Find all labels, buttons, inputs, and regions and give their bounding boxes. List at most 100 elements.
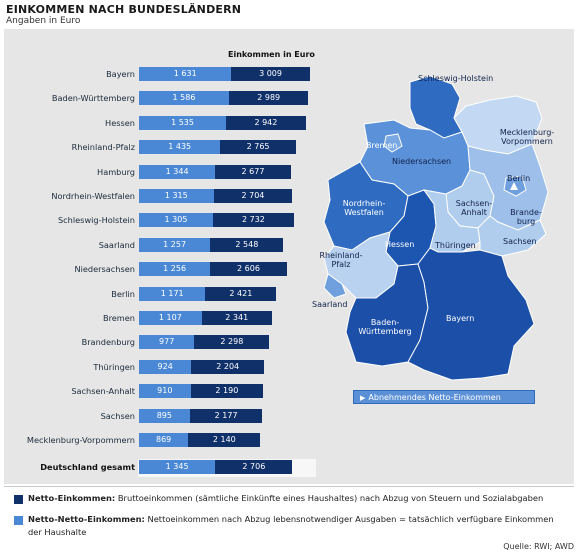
germany-map xyxy=(323,75,549,381)
bar-value-netto-netto: 1 257 xyxy=(163,239,187,249)
bar-value-netto: 2 765 xyxy=(246,142,270,152)
bar-value-netto-netto: 924 xyxy=(157,361,173,371)
bar-netto[interactable]: 2 942 xyxy=(226,115,306,130)
bar-netto[interactable]: 2 989 xyxy=(228,91,309,106)
category-label: Hamburg xyxy=(97,166,135,177)
bar-value-netto: 2 989 xyxy=(257,93,281,103)
sort-button-label: Abnehmendes Netto-Einkommen xyxy=(368,393,501,402)
bar-value-netto-netto: 910 xyxy=(157,386,173,396)
bar-netto-netto[interactable]: 869 xyxy=(139,433,189,447)
bar-value-netto-netto: 977 xyxy=(159,337,175,347)
legend-key-netto-netto: Netto-Netto-Einkommen: xyxy=(28,514,145,524)
map-label-nordrhein-westfalen: Nordrhein-Westfalen xyxy=(342,199,386,217)
map-state-thueringen[interactable] xyxy=(422,189,481,253)
map-label-baden-wuerttemberg: Baden-Württemberg xyxy=(358,318,412,336)
source-note: Quelle: RWI; AWD xyxy=(503,542,574,551)
bar-netto-netto[interactable]: 1 107 xyxy=(139,311,202,325)
bar-value-netto-netto: 1 586 xyxy=(172,93,196,103)
bar-value-netto-netto: 1 171 xyxy=(160,288,184,298)
bar-netto-netto[interactable]: 1 344 xyxy=(139,164,216,179)
bar-netto-netto[interactable]: 1 586 xyxy=(139,91,229,106)
play-arrow-icon: ▶ xyxy=(360,394,366,402)
bar-netto[interactable]: 2 606 xyxy=(210,262,287,277)
map-label-thueringen: Thüringen xyxy=(435,241,476,250)
bar-netto-netto[interactable]: 1 631 xyxy=(139,67,232,81)
bar-netto-netto[interactable]: 1 535 xyxy=(139,115,227,130)
bar-value-netto-netto: 1 631 xyxy=(173,69,197,78)
bar-value-netto: 2 606 xyxy=(237,264,260,274)
bar-value-netto: 2 190 xyxy=(215,386,239,396)
map-state-sachsen[interactable] xyxy=(477,215,547,257)
legend-text-netto: Bruttoeinkommen (sämtliche Einkünfte ein… xyxy=(117,493,544,503)
map-label-rheinland-pfalz: Rheinland-Pfalz xyxy=(319,251,363,269)
bar-value-netto-netto: 1 315 xyxy=(164,191,188,200)
category-label: Bayern xyxy=(106,69,135,79)
category-label: Mecklenburg-Vorpommern xyxy=(26,435,135,445)
map-label-mecklenburg-vorpommern: Mecklenburg-Vorpommern xyxy=(499,128,555,146)
category-label: Schleswig-Holstein xyxy=(57,215,135,226)
sort-by-net-income-button[interactable]: ▶ Abnehmendes Netto-Einkommen xyxy=(353,390,535,404)
bar-netto[interactable]: 2 177 xyxy=(189,408,263,423)
bar-netto[interactable]: 2 298 xyxy=(194,335,270,350)
bar-value-netto: 2 942 xyxy=(254,117,278,127)
map-label-berlin: Berlin xyxy=(507,174,531,183)
bar-netto[interactable]: 2 677 xyxy=(215,164,291,179)
category-label: Brandenburg xyxy=(81,337,135,348)
bar-value-netto-netto: 1 107 xyxy=(158,313,182,322)
map-label-sachsen-anhalt: Sachsen-Anhalt xyxy=(455,199,493,217)
bar-netto[interactable]: 2 204 xyxy=(191,359,264,374)
bar-netto-netto[interactable]: 1 256 xyxy=(139,262,211,277)
map-state-saarland[interactable] xyxy=(323,273,347,299)
chart-title: Einkommen in Euro xyxy=(228,50,315,59)
bar-value-netto: 2 204 xyxy=(216,361,240,371)
bar-netto[interactable]: 2 706 xyxy=(215,460,293,475)
bar-netto-netto[interactable]: 1 257 xyxy=(139,237,211,252)
bar-value-netto-netto: 1 305 xyxy=(164,215,188,225)
bar-netto[interactable]: 2 421 xyxy=(205,286,277,301)
map-label-niedersachsen: Niedersachsen xyxy=(392,157,452,166)
bar-value-netto-netto: 1 435 xyxy=(168,142,192,152)
map-state-bayern[interactable] xyxy=(407,247,535,381)
bar-netto-netto[interactable]: 895 xyxy=(139,408,190,423)
bar-netto-netto[interactable]: 910 xyxy=(139,384,191,399)
bar-netto-netto[interactable]: 1 171 xyxy=(139,286,206,301)
map-label-bayern: Bayern xyxy=(446,314,475,323)
page-subtitle: Angaben in Euro xyxy=(6,16,81,26)
bar-netto[interactable]: 2 732 xyxy=(212,213,294,228)
bar-value-netto-netto: 895 xyxy=(156,410,172,420)
bar-netto-netto[interactable]: 1 345 xyxy=(139,460,216,475)
bar-netto[interactable]: 2 190 xyxy=(190,384,264,399)
map-label-hessen: Hessen xyxy=(385,240,415,249)
bar-value-netto-netto: 1 345 xyxy=(165,462,189,472)
bar-value-netto: 2 341 xyxy=(225,313,249,322)
bar-netto[interactable]: 2 765 xyxy=(220,140,296,155)
category-label: Berlin xyxy=(111,288,135,299)
bar-netto[interactable]: 2 341 xyxy=(201,311,272,325)
map-label-brandenburg: Brande-burg xyxy=(510,208,542,226)
category-label: Saarland xyxy=(98,239,135,250)
bar-netto[interactable]: 2 704 xyxy=(213,189,293,203)
category-label: Sachsen-Anhalt xyxy=(71,386,135,397)
category-label: Hessen xyxy=(105,117,135,128)
bar-netto-netto[interactable]: 977 xyxy=(139,335,195,350)
map-label-sachsen: Sachsen xyxy=(503,237,537,246)
bar-value-netto: 2 706 xyxy=(242,462,266,472)
bar-netto-netto[interactable]: 1 315 xyxy=(139,189,214,203)
bar-value-netto: 2 421 xyxy=(229,288,253,298)
category-label: Bremen xyxy=(102,313,135,323)
bar-netto[interactable]: 2 140 xyxy=(188,433,261,447)
bar-value-netto-netto: 869 xyxy=(155,435,172,444)
category-label: Thüringen xyxy=(93,361,135,372)
bar-netto-netto[interactable]: 1 435 xyxy=(139,140,221,155)
bar-netto-netto[interactable]: 924 xyxy=(139,359,192,374)
page-title: EINKOMMEN NACH BUNDESLÄNDERN xyxy=(6,3,242,16)
legend-divider xyxy=(4,486,574,487)
map-state-bremen[interactable] xyxy=(383,133,403,153)
bar-value-netto: 2 732 xyxy=(241,215,265,225)
legend-swatch-netto-netto xyxy=(14,516,23,525)
category-label: Sachsen xyxy=(100,410,135,421)
bar-netto[interactable]: 3 009 xyxy=(231,67,310,81)
bar-value-netto-netto: 1 344 xyxy=(165,166,189,176)
bar-netto-netto[interactable]: 1 305 xyxy=(139,213,213,228)
bar-netto[interactable]: 2 548 xyxy=(210,237,284,252)
